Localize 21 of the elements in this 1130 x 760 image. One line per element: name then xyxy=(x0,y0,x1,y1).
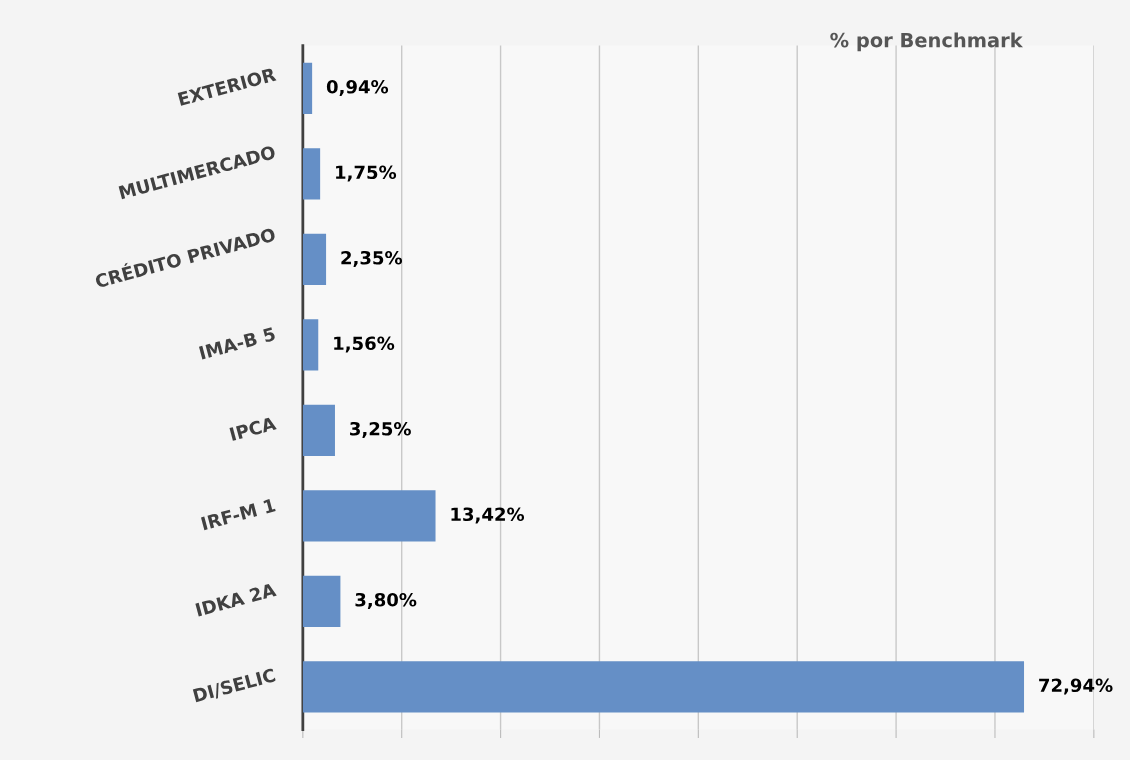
bar xyxy=(302,575,341,627)
bar xyxy=(302,319,319,371)
bar xyxy=(302,661,1025,713)
bar xyxy=(302,233,327,285)
y-tick-label: IPCA xyxy=(229,416,277,442)
data-label: 72,94% xyxy=(1039,678,1113,695)
data-label: 0,94% xyxy=(326,79,389,96)
data-label: 3,25% xyxy=(350,421,411,438)
bar xyxy=(302,404,335,456)
chart-title: % por Benchmark xyxy=(830,32,1024,52)
y-tick-label: IRF-M 1 xyxy=(200,498,276,531)
data-label: 13,42% xyxy=(451,507,525,524)
bar xyxy=(302,490,436,542)
bar xyxy=(302,148,321,200)
y-tick-label: IDKA 2A xyxy=(195,582,277,617)
data-label: 2,35% xyxy=(341,250,403,267)
y-tick-label: IMA-B 5 xyxy=(198,327,276,360)
data-label: 1,56% xyxy=(334,336,395,353)
data-label: 1,75% xyxy=(336,165,397,182)
data-label: 3,80% xyxy=(355,592,417,609)
bar xyxy=(302,62,313,114)
